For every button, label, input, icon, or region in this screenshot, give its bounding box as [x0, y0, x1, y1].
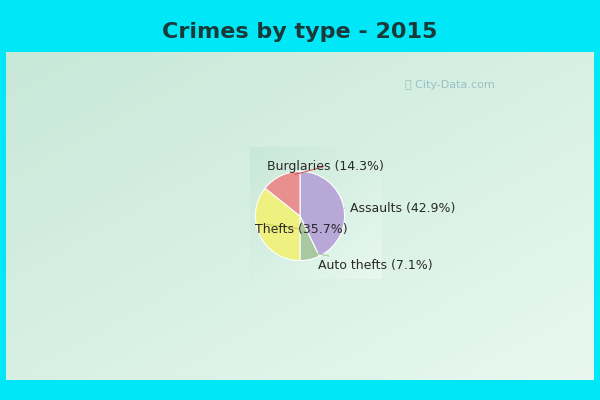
Wedge shape	[256, 188, 300, 261]
Wedge shape	[265, 171, 300, 216]
Text: Crimes by type - 2015: Crimes by type - 2015	[163, 22, 437, 42]
Text: Assaults (42.9%): Assaults (42.9%)	[344, 202, 455, 215]
Text: Burglaries (14.3%): Burglaries (14.3%)	[267, 160, 384, 174]
Text: Auto thefts (7.1%): Auto thefts (7.1%)	[310, 252, 433, 272]
Text: Thefts (35.7%): Thefts (35.7%)	[256, 223, 348, 236]
Text: ⓘ City-Data.com: ⓘ City-Data.com	[405, 80, 495, 90]
Wedge shape	[300, 216, 319, 261]
Wedge shape	[300, 171, 344, 256]
